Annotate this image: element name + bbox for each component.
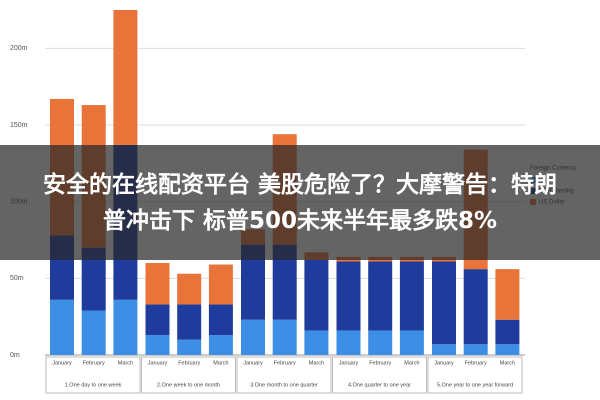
group-label: 2.One week to one month: [157, 382, 220, 388]
bar-segment: [495, 319, 520, 345]
bar-segment: [432, 261, 456, 345]
x-tick-label: February: [274, 360, 296, 366]
bar-segment: [145, 304, 170, 336]
y-tick-label: 150m: [10, 122, 28, 129]
group-label: 1.One day to one week: [65, 382, 122, 388]
bar-segment: [368, 330, 393, 355]
x-tick-label: February: [178, 360, 200, 366]
bar-segment: [145, 263, 170, 305]
x-tick-label: March: [309, 360, 324, 366]
group-box: [332, 356, 427, 394]
y-tick-label: 0m: [10, 352, 20, 359]
title-line: 普冲击下 标普500未来半年最多跌8%: [102, 207, 498, 234]
bar-segment: [241, 319, 265, 355]
x-tick-label: February: [465, 360, 487, 366]
bar-segment: [177, 304, 202, 340]
bar-segment: [208, 304, 233, 336]
x-tick-label: March: [404, 360, 419, 366]
group-label: 3.One month to one quarter: [250, 382, 318, 388]
y-tick-label: 50m: [10, 275, 24, 282]
bar-segment: [336, 330, 361, 355]
x-tick-label: February: [83, 360, 105, 366]
bar-segment: [399, 261, 424, 331]
bar-segment: [145, 335, 170, 355]
bar-segment: [208, 335, 233, 355]
bar-segment: [272, 319, 297, 355]
bar-segment: [463, 344, 488, 355]
bar-segment: [368, 261, 393, 331]
x-tick-label: March: [118, 360, 133, 366]
bar-segment: [399, 330, 424, 355]
bar-segment: [177, 273, 202, 305]
bar-segment: [208, 264, 233, 305]
x-tick-label: January: [52, 360, 72, 366]
bar-segment: [81, 310, 106, 355]
x-tick-label: March: [213, 360, 228, 366]
bar-segment: [495, 344, 520, 355]
bar-segment: [463, 269, 488, 345]
group-box: [45, 356, 141, 394]
bar-segment: [50, 299, 74, 355]
bar-segment: [495, 269, 520, 320]
bar-segment: [304, 330, 329, 355]
y-tick-label: 200m: [10, 45, 28, 52]
x-tick-label: January: [339, 360, 359, 366]
title-line: 安全的在线配资平台 美股危险了？大摩警告：特朗: [42, 171, 557, 198]
group-label: 5.One year to one year forward: [437, 382, 513, 388]
bar-segment: [113, 299, 138, 355]
group-box: [141, 356, 236, 394]
group-box: [427, 356, 523, 394]
bar-segment: [432, 344, 456, 355]
x-tick-label: January: [243, 360, 263, 366]
bar-segment: [336, 261, 361, 331]
title-banner: 安全的在线配资平台 美股危险了？大摩警告：特朗 普冲击下 标普500未来半年最多…: [0, 145, 600, 260]
bar-segment: [304, 259, 329, 331]
group-label: 4.One quarter to one year: [348, 382, 411, 388]
group-box: [236, 356, 332, 394]
bar-segment: [177, 339, 202, 355]
x-tick-label: February: [369, 360, 391, 366]
x-tick-label: January: [148, 360, 168, 366]
x-tick-label: January: [434, 360, 454, 366]
x-tick-label: March: [500, 360, 515, 366]
bar-segment: [113, 10, 138, 145]
